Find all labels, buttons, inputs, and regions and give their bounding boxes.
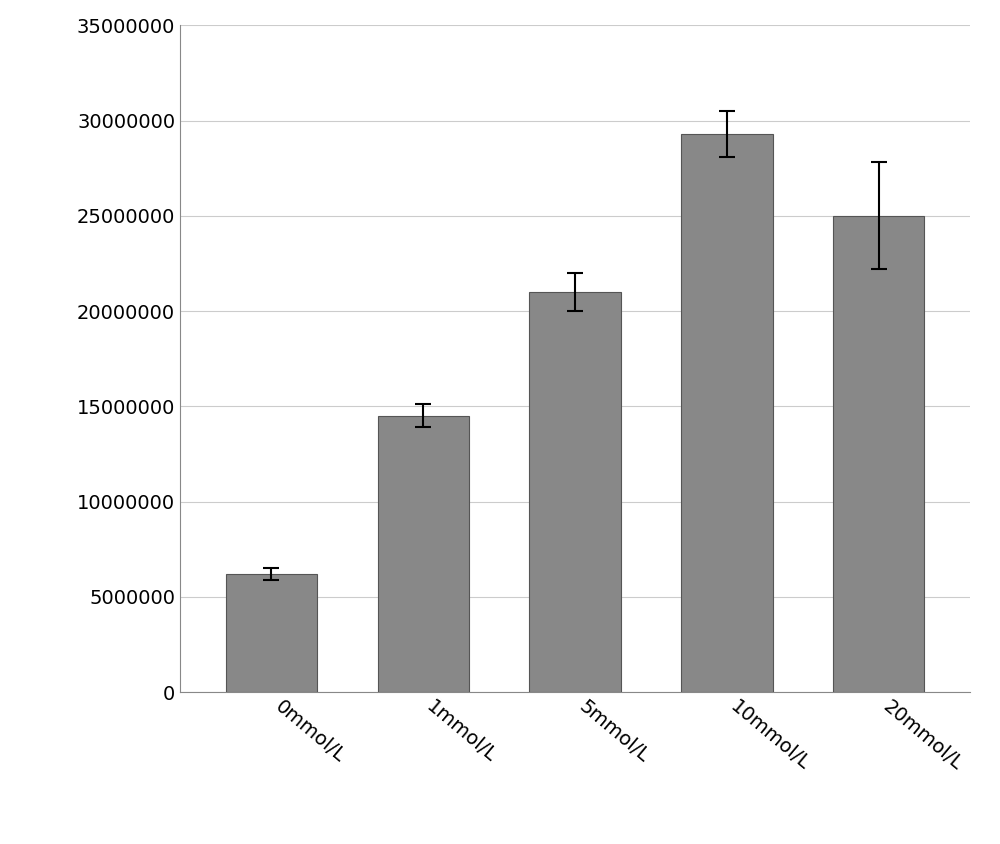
Bar (833, 216, 924, 692)
Bar (378, 416, 469, 692)
Bar (529, 292, 621, 692)
Bar (226, 574, 317, 692)
Bar (681, 134, 773, 692)
